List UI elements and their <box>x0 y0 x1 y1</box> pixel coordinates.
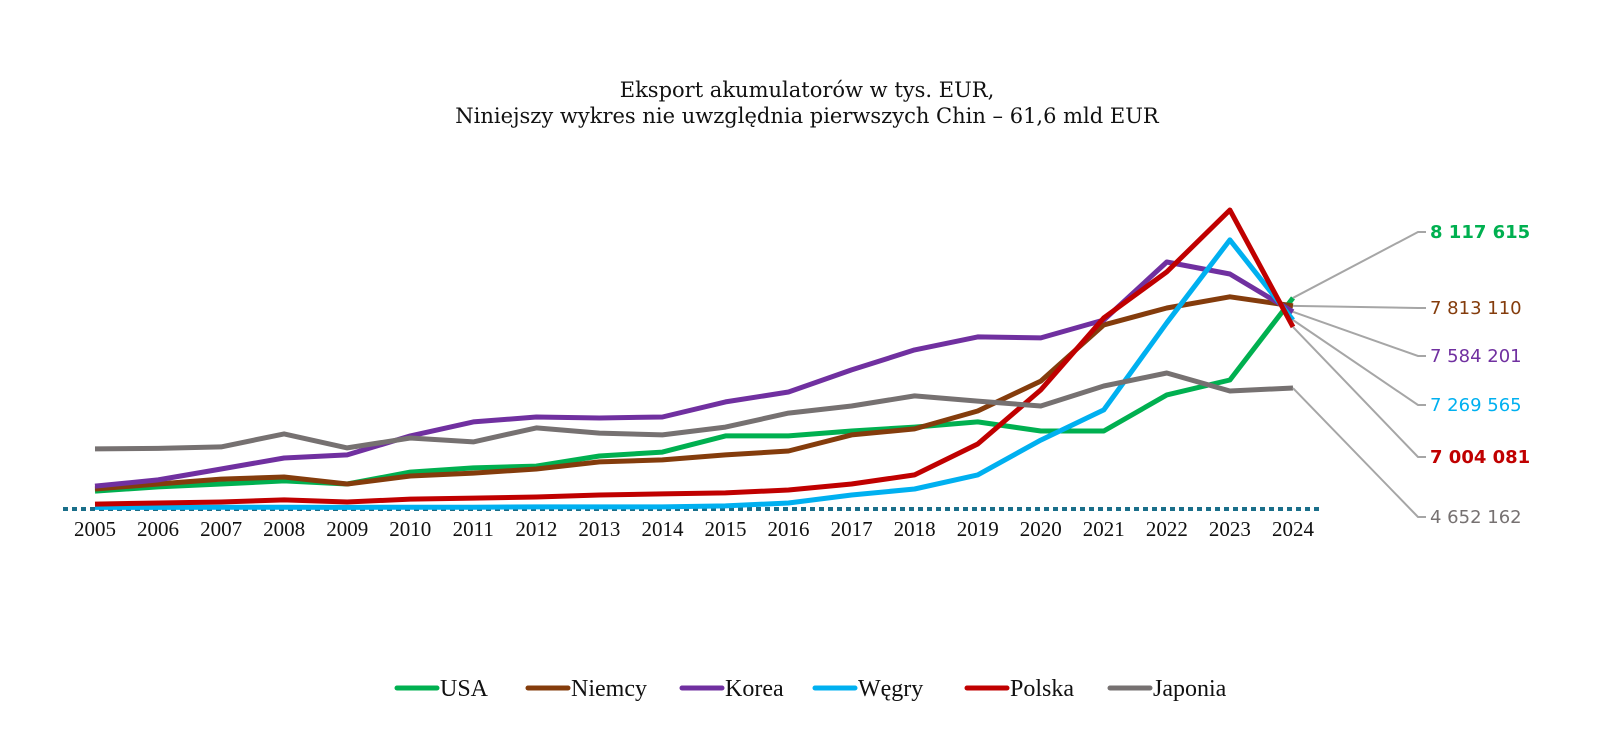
leader-line <box>1292 387 1426 518</box>
x-axis-ticks: 2005 2006 2007 2008 2009 2010 2011 2012 2013 2014… <box>74 517 1314 541</box>
end-label-usa: 8 117 615 <box>1430 222 1530 243</box>
leader-line <box>1292 310 1426 357</box>
series-line-korea <box>94 259 1295 489</box>
legend: USA Niemcy Korea Węgry Polska Japonia <box>394 676 1227 702</box>
x-tick-label: 2013 <box>578 517 620 541</box>
legend-label-usa: USA <box>440 676 489 702</box>
x-tick-label: 2020 <box>1020 517 1062 541</box>
end-label-polska: 7 004 081 <box>1430 447 1530 468</box>
leader-line <box>1292 326 1426 458</box>
series-line-węgry <box>95 237 1295 510</box>
series-lines <box>94 207 1296 510</box>
leader-line <box>1292 304 1426 309</box>
x-tick-label: 2017 <box>831 517 873 541</box>
end-label-węgry: 7 269 565 <box>1430 395 1522 416</box>
series-line-niemcy <box>94 294 1294 492</box>
legend-label-japonia: Japonia <box>1153 676 1227 702</box>
x-tick-label: 2008 <box>263 517 305 541</box>
end-label-niemcy: 7 813 110 <box>1430 298 1522 319</box>
x-tick-label: 2023 <box>1209 517 1251 541</box>
series-line-polska <box>94 207 1296 507</box>
x-tick-label: 2015 <box>705 517 747 541</box>
chart-subtitle: Niniejszy wykres nie uwzględnia pierwszy… <box>455 104 1160 128</box>
x-tick-label: 2007 <box>200 517 242 541</box>
legend-label-niemcy: Niemcy <box>571 676 647 702</box>
chart-title: Eksport akumulatorów w tys. EUR, <box>620 78 995 102</box>
series-line-usa <box>94 296 1295 494</box>
leader-line <box>1292 319 1426 406</box>
x-tick-label: 2021 <box>1083 517 1125 541</box>
x-tick-label: 2014 <box>641 517 684 541</box>
end-label-leaders <box>1292 231 1426 518</box>
legend-label-polska: Polska <box>1010 676 1074 702</box>
series-line-japonia <box>94 370 1294 452</box>
x-tick-label: 2019 <box>957 517 999 541</box>
x-tick-label: 2011 <box>453 517 494 541</box>
end-label-korea: 7 584 201 <box>1430 346 1522 367</box>
x-tick-label: 2006 <box>137 517 179 541</box>
x-tick-label: 2012 <box>515 517 557 541</box>
end-label-japonia: 4 652 162 <box>1430 507 1522 528</box>
x-tick-label: 2016 <box>768 517 810 541</box>
x-tick-label: 2010 <box>389 517 431 541</box>
legend-label-węgry: Węgry <box>858 676 923 702</box>
end-labels: 8 117 615 7 813 110 7 584 201 7 269 565 7 00… <box>1430 222 1530 528</box>
x-tick-label: 2005 <box>74 517 116 541</box>
x-tick-label: 2022 <box>1146 517 1188 541</box>
legend-label-korea: Korea <box>725 676 784 702</box>
x-tick-label: 2009 <box>326 517 368 541</box>
leader-line <box>1292 231 1426 299</box>
x-tick-label: 2018 <box>894 517 936 541</box>
x-tick-label: 2024 <box>1272 517 1315 541</box>
